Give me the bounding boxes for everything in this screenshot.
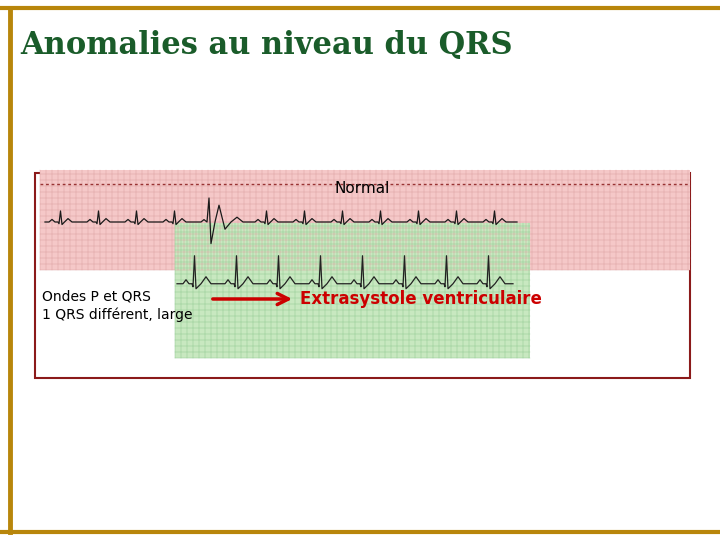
Text: Anomalies au niveau du QRS: Anomalies au niveau du QRS <box>20 30 513 61</box>
FancyArrowPatch shape <box>213 293 288 305</box>
Bar <box>175 223 530 358</box>
Text: Extrasystole ventriculaire: Extrasystole ventriculaire <box>300 290 542 308</box>
Text: Ondes P et QRS: Ondes P et QRS <box>42 290 151 304</box>
Bar <box>40 170 690 270</box>
Text: Normal: Normal <box>335 181 390 196</box>
Text: 1 QRS différent, large: 1 QRS différent, large <box>42 308 192 322</box>
Bar <box>35 173 690 378</box>
